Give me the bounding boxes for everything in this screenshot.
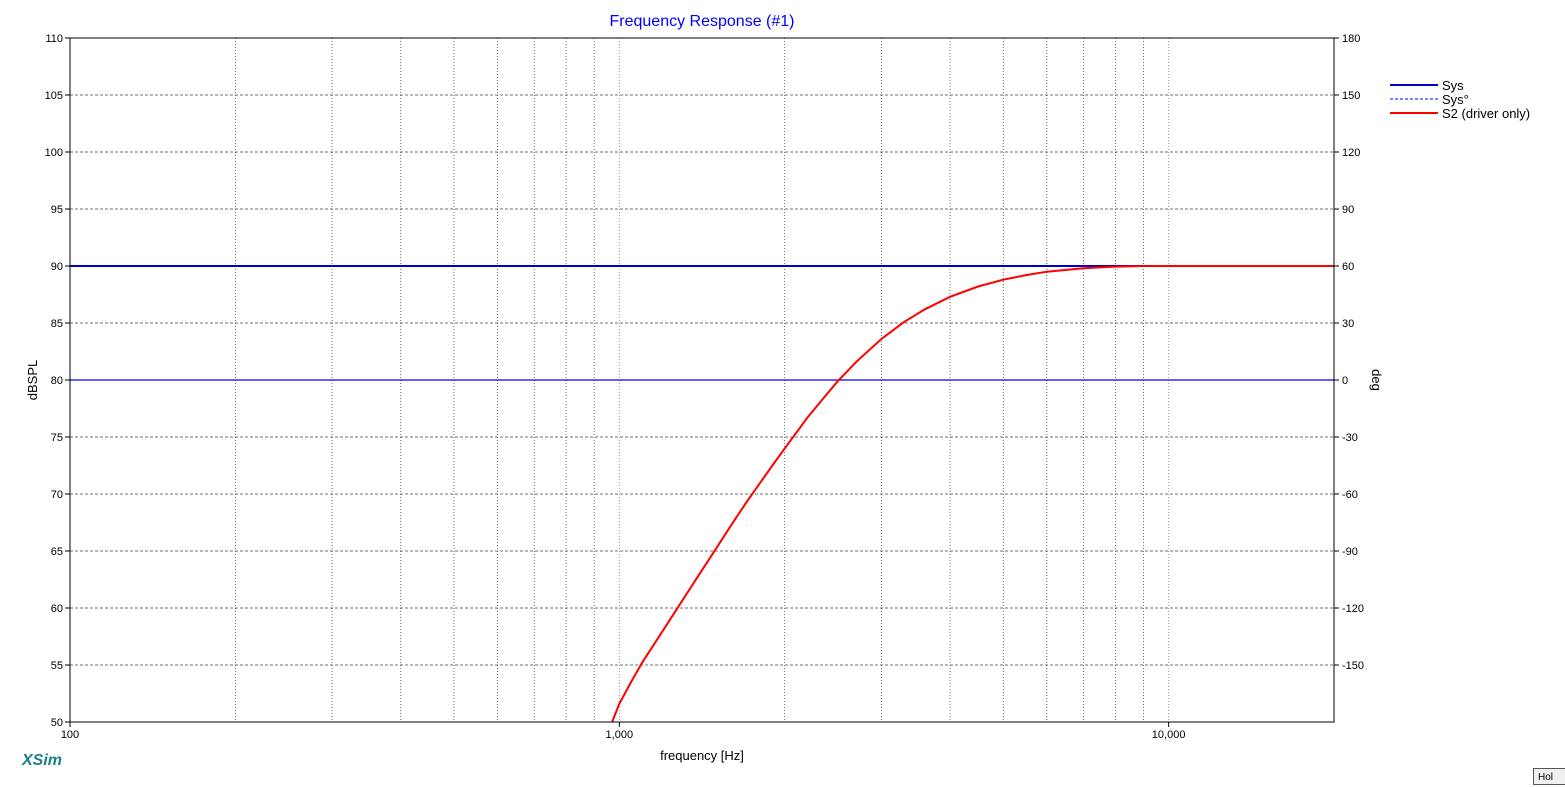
plot-frame xyxy=(69,37,1335,723)
x-tick-label: 10,000 xyxy=(1152,729,1186,741)
y-tick-label: 65 xyxy=(51,546,63,558)
y-tick-label: 55 xyxy=(51,660,63,672)
y-tick-label: 85 xyxy=(51,318,63,330)
y-tick-label: 70 xyxy=(51,489,63,501)
x-tick-label: 1,000 xyxy=(606,729,634,741)
y-tick-label: 50 xyxy=(51,717,63,729)
y-tick-label: 110 xyxy=(45,33,63,45)
y-tick-label: 95 xyxy=(51,204,63,216)
y2-tick-label: 0 xyxy=(1342,375,1348,387)
x-axis-label: frequency [Hz] xyxy=(660,748,744,763)
series-line-s2-driver-only- xyxy=(611,265,1334,723)
y2-tick-label: 30 xyxy=(1342,318,1354,330)
y-tick-label: 90 xyxy=(51,261,63,273)
y2-tick-label: -150 xyxy=(1342,660,1364,672)
x-tick-label: 100 xyxy=(61,729,79,741)
y2-tick-label: -120 xyxy=(1342,603,1364,615)
y-tick-label: 80 xyxy=(51,375,63,387)
chart-title: Frequency Response (#1) xyxy=(610,13,795,30)
series-layer xyxy=(70,265,1334,723)
y2-axis-label: deg xyxy=(1369,369,1384,391)
y2-tick-label: 60 xyxy=(1342,261,1354,273)
y2-tick-label: 180 xyxy=(1342,33,1360,45)
tick-layer: 50 55 60 65 70 75 80 85 90 95 100 105 110 -150 -120 -90… xyxy=(45,33,1364,741)
y2-tick-label: 120 xyxy=(1342,147,1360,159)
y2-tick-label: -90 xyxy=(1342,546,1358,558)
legend-label: Sys xyxy=(1442,78,1464,93)
y-axis-label: dBSPL xyxy=(25,360,40,400)
hold-button[interactable]: Hol xyxy=(1533,768,1565,785)
y-tick-label: 105 xyxy=(45,90,63,102)
y2-tick-label: 90 xyxy=(1342,204,1354,216)
y2-tick-label: -30 xyxy=(1342,432,1358,444)
legend-label: Sys° xyxy=(1442,92,1469,107)
legend-label: S2 (driver only) xyxy=(1442,106,1530,121)
y-tick-label: 100 xyxy=(45,147,63,159)
xsim-logo: XSim xyxy=(22,752,63,769)
y2-tick-label: -60 xyxy=(1342,489,1358,501)
y-tick-label: 75 xyxy=(51,432,63,444)
y-tick-label: 60 xyxy=(51,603,63,615)
y2-tick-label: 150 xyxy=(1342,90,1360,102)
